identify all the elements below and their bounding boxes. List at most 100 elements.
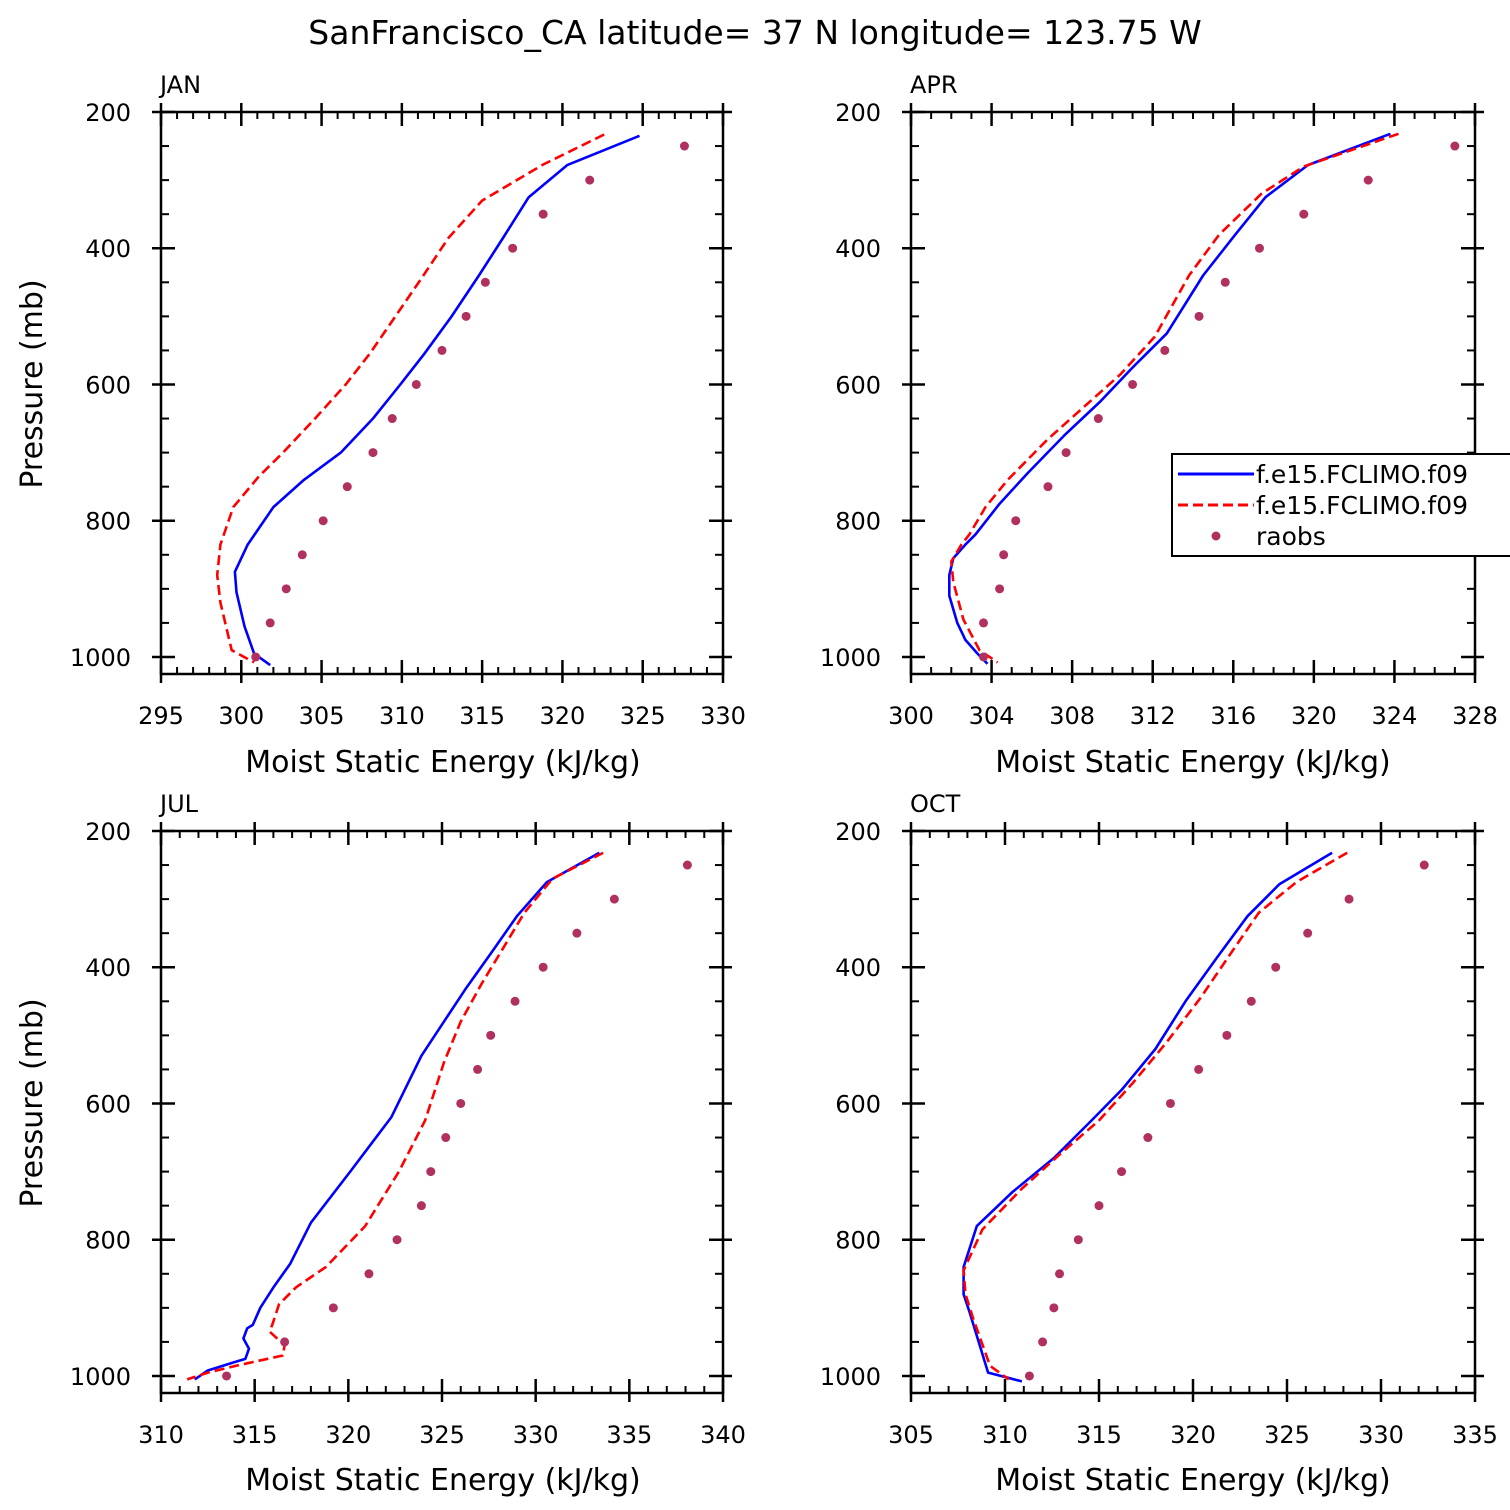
raobs-point	[1094, 1201, 1104, 1211]
panel-apr: APR Moist Static Energy (kJ/kg) 300 304 30…	[820, 71, 1498, 780]
raobs-point	[416, 1201, 426, 1211]
x-axis-label: Moist Static Energy (kJ/kg)	[245, 1463, 641, 1498]
x-tick-label: 305	[888, 1421, 934, 1449]
y-tick-label: 1000	[820, 1363, 881, 1391]
raobs-point	[538, 209, 548, 219]
y-tick-label: 200	[85, 818, 131, 846]
raobs-point	[280, 1337, 290, 1347]
raobs-point	[281, 584, 291, 594]
raobs-point	[480, 277, 490, 287]
raobs-point	[1271, 962, 1281, 972]
raobs-point	[1073, 1235, 1083, 1245]
x-tick-label: 325	[419, 1421, 465, 1449]
raobs-point	[1049, 1303, 1059, 1313]
y-tick-label: 800	[85, 1227, 131, 1255]
raobs-point	[297, 550, 307, 560]
x-tick-label: 320	[325, 1421, 371, 1449]
raobs-point	[411, 379, 421, 389]
raobs-point	[1117, 1167, 1127, 1177]
plot-frame	[909, 829, 1477, 1395]
raobs-point	[979, 652, 989, 662]
x-tick-label: 320	[1170, 1421, 1216, 1449]
raobs-point	[572, 928, 582, 938]
x-tick-label: 330	[513, 1421, 559, 1449]
raobs-point	[538, 962, 548, 972]
raobs-point	[585, 175, 595, 185]
x-tick-label: 320	[540, 702, 586, 730]
series-line-dashed	[186, 851, 604, 1381]
x-tick-label: 330	[700, 702, 746, 730]
raobs-point	[318, 516, 328, 526]
x-tick-label: 324	[1372, 702, 1418, 730]
raobs-point	[328, 1303, 338, 1313]
raobs-point	[609, 894, 619, 904]
x-tick-label: 300	[888, 702, 934, 730]
panel-oct: OCT Moist Static Energy (kJ/kg) 305 310 31…	[820, 790, 1498, 1498]
raobs-point	[251, 652, 261, 662]
x-tick-label: 312	[1130, 702, 1176, 730]
x-axis-label: Moist Static Energy (kJ/kg)	[245, 745, 641, 780]
raobs-point	[473, 1064, 483, 1074]
series-line-solid	[947, 132, 1391, 665]
y-tick-label: 400	[835, 954, 881, 982]
raobs-point	[679, 141, 689, 151]
raobs-point	[979, 618, 989, 628]
series-line-solid	[962, 851, 1333, 1383]
y-axis-label: Pressure (mb)	[15, 279, 50, 488]
raobs-point	[392, 1235, 402, 1245]
raobs-point	[1246, 996, 1256, 1006]
raobs-point	[368, 448, 378, 458]
raobs-point	[1450, 141, 1460, 151]
plot-frame	[159, 110, 725, 676]
legend-label-model-b: f.e15.FCLIMO.f09	[1256, 491, 1468, 520]
raobs-point	[1038, 1337, 1048, 1347]
raobs-point	[486, 1030, 496, 1040]
panel-title: APR	[910, 71, 958, 99]
x-axis-label: Moist Static Energy (kJ/kg)	[995, 745, 1391, 780]
legend-marker-raobs	[1211, 531, 1221, 541]
y-tick-label: 400	[85, 954, 131, 982]
y-tick-label: 800	[85, 508, 131, 536]
y-tick-label: 400	[835, 235, 881, 263]
panel-jan: JAN Moist Static Energy (kJ/kg) Pressure…	[15, 71, 746, 780]
y-tick-label: 1000	[820, 644, 881, 672]
raobs-point	[1419, 860, 1429, 870]
x-tick-label: 325	[1264, 1421, 1310, 1449]
x-tick-label: 328	[1452, 702, 1498, 730]
series-line-dashed	[215, 133, 605, 664]
x-tick-label: 310	[982, 1421, 1028, 1449]
raobs-point	[999, 550, 1009, 560]
y-tick-label: 1000	[70, 1363, 131, 1391]
y-tick-label: 800	[835, 508, 881, 536]
panel-title: OCT	[910, 790, 961, 818]
series-line-solid	[193, 851, 601, 1381]
x-tick-label: 335	[606, 1421, 652, 1449]
raobs-point	[1222, 1030, 1232, 1040]
raobs-point	[508, 243, 518, 253]
legend-label-model-a: f.e15.FCLIMO.f09	[1256, 460, 1468, 489]
raobs-point	[1024, 1371, 1034, 1381]
x-tick-label: 308	[1049, 702, 1095, 730]
raobs-point	[1043, 482, 1053, 492]
raobs-point	[1011, 516, 1021, 526]
raobs-point	[1093, 414, 1103, 424]
raobs-point	[437, 345, 447, 355]
raobs-point	[995, 584, 1005, 594]
y-tick-label: 200	[835, 818, 881, 846]
x-tick-label: 315	[232, 1421, 278, 1449]
legend-label-raobs: raobs	[1256, 522, 1326, 551]
raobs-point	[441, 1133, 451, 1143]
x-tick-label: 305	[299, 702, 345, 730]
x-tick-label: 310	[379, 702, 425, 730]
panel-jul: JUL Moist Static Energy (kJ/kg) Pressure…	[15, 790, 746, 1498]
series-line-dashed	[949, 132, 1399, 664]
raobs-point	[456, 1098, 466, 1108]
raobs-point	[1303, 928, 1313, 938]
raobs-point	[1299, 209, 1309, 219]
raobs-point	[1061, 448, 1071, 458]
y-tick-label: 1000	[70, 644, 131, 672]
x-tick-label: 330	[1358, 1421, 1404, 1449]
x-tick-label: 310	[138, 1421, 184, 1449]
x-tick-label: 304	[969, 702, 1015, 730]
